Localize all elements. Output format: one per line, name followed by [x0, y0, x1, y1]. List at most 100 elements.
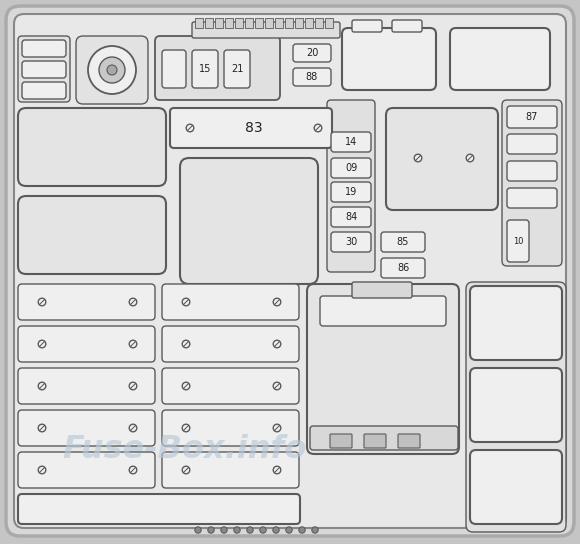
Bar: [305, 18, 313, 28]
Circle shape: [247, 527, 253, 533]
Bar: [265, 18, 273, 28]
Circle shape: [88, 46, 136, 94]
Text: 21: 21: [231, 64, 243, 74]
Circle shape: [314, 124, 322, 132]
Text: 10: 10: [513, 237, 523, 245]
FancyBboxPatch shape: [352, 20, 382, 32]
Circle shape: [38, 298, 46, 306]
FancyBboxPatch shape: [470, 450, 562, 524]
Text: Fuse-Box.info: Fuse-Box.info: [63, 435, 307, 466]
FancyBboxPatch shape: [307, 284, 459, 454]
FancyBboxPatch shape: [327, 100, 375, 272]
FancyBboxPatch shape: [331, 158, 371, 178]
Circle shape: [129, 466, 137, 474]
Text: 30: 30: [345, 237, 357, 247]
FancyBboxPatch shape: [507, 188, 557, 208]
FancyBboxPatch shape: [470, 286, 562, 360]
FancyBboxPatch shape: [507, 220, 529, 262]
FancyBboxPatch shape: [6, 6, 574, 536]
Circle shape: [129, 382, 137, 390]
Circle shape: [273, 527, 279, 533]
FancyBboxPatch shape: [450, 28, 550, 90]
FancyBboxPatch shape: [330, 434, 352, 448]
FancyBboxPatch shape: [14, 14, 566, 528]
Bar: [205, 18, 213, 28]
FancyBboxPatch shape: [18, 196, 166, 274]
Bar: [325, 18, 333, 28]
FancyBboxPatch shape: [470, 368, 562, 442]
Circle shape: [273, 466, 281, 474]
FancyBboxPatch shape: [155, 36, 280, 100]
FancyBboxPatch shape: [162, 284, 299, 320]
FancyBboxPatch shape: [392, 20, 422, 32]
FancyBboxPatch shape: [18, 36, 70, 102]
FancyBboxPatch shape: [162, 326, 299, 362]
FancyBboxPatch shape: [331, 132, 371, 152]
Circle shape: [414, 154, 422, 162]
Circle shape: [182, 298, 190, 306]
Bar: [195, 18, 203, 28]
Circle shape: [182, 424, 190, 432]
Circle shape: [107, 65, 117, 75]
FancyBboxPatch shape: [180, 158, 318, 284]
FancyBboxPatch shape: [364, 434, 386, 448]
FancyBboxPatch shape: [22, 82, 66, 99]
FancyBboxPatch shape: [170, 108, 332, 148]
Circle shape: [273, 382, 281, 390]
FancyBboxPatch shape: [18, 410, 155, 446]
Circle shape: [99, 57, 125, 83]
FancyBboxPatch shape: [331, 182, 371, 202]
FancyBboxPatch shape: [293, 44, 331, 62]
Circle shape: [221, 527, 227, 533]
Text: 87: 87: [526, 112, 538, 122]
Circle shape: [286, 527, 292, 533]
FancyBboxPatch shape: [331, 207, 371, 227]
Text: 15: 15: [199, 64, 211, 74]
FancyBboxPatch shape: [507, 161, 557, 181]
FancyBboxPatch shape: [192, 22, 340, 38]
Circle shape: [38, 466, 46, 474]
FancyBboxPatch shape: [22, 61, 66, 78]
FancyBboxPatch shape: [162, 368, 299, 404]
Circle shape: [182, 382, 190, 390]
FancyBboxPatch shape: [162, 452, 299, 488]
Circle shape: [129, 340, 137, 348]
Circle shape: [182, 466, 190, 474]
FancyBboxPatch shape: [18, 108, 166, 186]
FancyBboxPatch shape: [18, 452, 155, 488]
Circle shape: [195, 527, 201, 533]
Bar: [295, 18, 303, 28]
FancyBboxPatch shape: [381, 258, 425, 278]
Circle shape: [273, 340, 281, 348]
FancyBboxPatch shape: [224, 50, 250, 88]
Circle shape: [234, 527, 240, 533]
Circle shape: [38, 340, 46, 348]
Circle shape: [182, 340, 190, 348]
FancyBboxPatch shape: [162, 410, 299, 446]
FancyBboxPatch shape: [22, 40, 66, 57]
Circle shape: [186, 124, 194, 132]
Circle shape: [129, 298, 137, 306]
FancyBboxPatch shape: [320, 296, 446, 326]
Circle shape: [208, 527, 214, 533]
FancyBboxPatch shape: [18, 494, 300, 524]
Text: 85: 85: [397, 237, 409, 247]
FancyBboxPatch shape: [398, 434, 420, 448]
Text: 09: 09: [345, 163, 357, 173]
Circle shape: [312, 527, 318, 533]
Text: 14: 14: [345, 137, 357, 147]
FancyBboxPatch shape: [507, 134, 557, 154]
FancyBboxPatch shape: [381, 232, 425, 252]
Text: 20: 20: [306, 48, 318, 58]
FancyBboxPatch shape: [18, 326, 155, 362]
FancyBboxPatch shape: [76, 36, 148, 104]
Circle shape: [38, 424, 46, 432]
Bar: [215, 18, 223, 28]
Bar: [275, 18, 283, 28]
Circle shape: [273, 424, 281, 432]
FancyBboxPatch shape: [507, 106, 557, 128]
FancyBboxPatch shape: [331, 232, 371, 252]
FancyBboxPatch shape: [466, 282, 566, 532]
Bar: [285, 18, 293, 28]
Text: 19: 19: [345, 187, 357, 197]
